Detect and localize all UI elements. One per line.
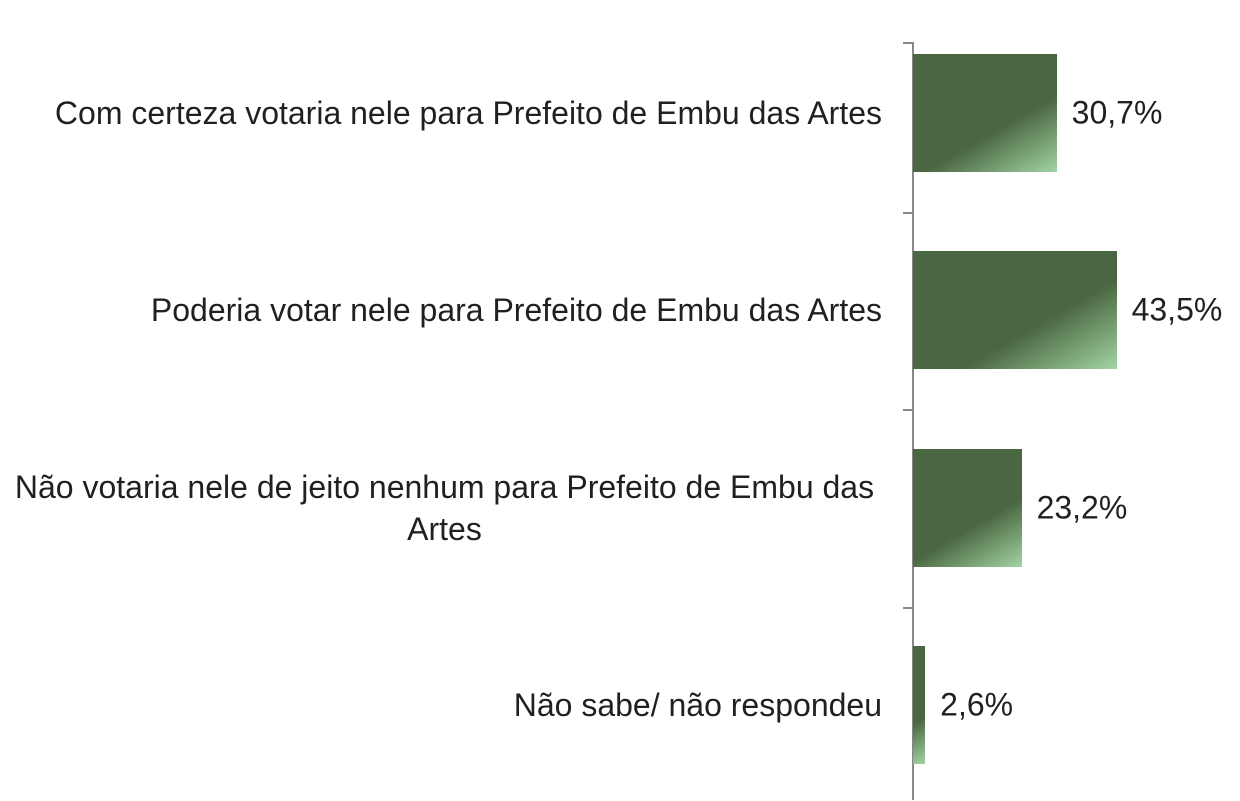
bar xyxy=(913,251,1117,370)
category-label: Com certeza votaria nele para Prefeito d… xyxy=(0,92,882,134)
bar xyxy=(913,448,1022,567)
category-text: Não votaria nele de jeito nenhum para Pr… xyxy=(14,468,875,547)
tick-mark xyxy=(903,409,913,411)
category-label: Poderia votar nele para Prefeito de Embu… xyxy=(0,289,882,331)
category-text: Poderia votar nele para Prefeito de Embu… xyxy=(150,292,882,329)
tick-mark xyxy=(903,211,913,214)
category-text: Com certeza votaria nele para Prefeito d… xyxy=(54,94,882,131)
category-text: Não sabe/ não respondeu xyxy=(513,687,882,724)
bar xyxy=(913,53,1057,172)
category-label: Não sabe/ não respondeu xyxy=(0,684,882,726)
tick-mark xyxy=(903,42,913,44)
bar xyxy=(913,646,926,765)
tick-mark xyxy=(903,606,913,609)
category-label: Não votaria nele de jeito nenhum para Pr… xyxy=(0,466,882,550)
value-label: 2,6% xyxy=(940,686,1014,723)
value-label: 23,2% xyxy=(1036,489,1128,526)
value-label: 30,7% xyxy=(1071,94,1163,131)
value-label: 43,5% xyxy=(1131,291,1223,328)
y-axis xyxy=(912,42,914,800)
